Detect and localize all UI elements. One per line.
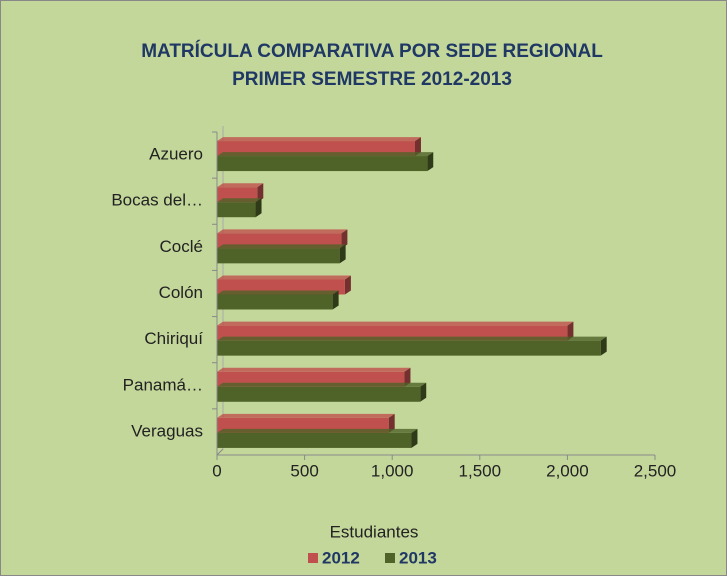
bar-top <box>217 198 262 203</box>
bar-top <box>217 336 607 341</box>
bar-top <box>217 382 427 387</box>
legend-swatch <box>308 553 318 563</box>
bar <box>217 432 412 448</box>
x-tick-label: 0 <box>212 461 221 480</box>
bar-side <box>414 137 421 157</box>
legend-label: 2013 <box>399 548 437 567</box>
bar-top <box>217 413 395 418</box>
y-tick-label: Chiriquí <box>144 329 203 348</box>
bar-top <box>217 321 574 326</box>
bar <box>217 294 333 310</box>
chart-title: MATRÍCULA COMPARATIVA POR SEDE REGIONAL <box>141 40 603 62</box>
bar-top <box>217 183 264 188</box>
bar <box>217 248 340 264</box>
bar-top <box>217 244 346 249</box>
bar-top <box>217 229 348 234</box>
y-tick-label: Azuero <box>149 145 203 164</box>
bar <box>217 156 428 172</box>
legend-label: 2012 <box>322 548 360 567</box>
bar-side <box>388 413 395 433</box>
bar-top <box>217 137 421 142</box>
bar <box>217 340 601 356</box>
x-tick-label: 2,500 <box>634 461 677 480</box>
bar-side <box>420 382 427 402</box>
x-tick-label: 500 <box>290 461 318 480</box>
bar-side <box>257 183 264 203</box>
legend-swatch <box>385 553 395 563</box>
bar <box>217 202 256 218</box>
bar-top <box>217 152 434 157</box>
x-tick-label: 1,500 <box>459 461 502 480</box>
chart-subtitle: PRIMER SEMESTRE 2012-2013 <box>232 69 512 90</box>
bar-side <box>332 290 339 310</box>
bar-side <box>255 198 262 218</box>
x-tick-label: 2,000 <box>546 461 589 480</box>
x-axis-label: Estudiantes <box>330 522 419 541</box>
bar-top <box>217 290 339 295</box>
y-tick-label: Colón <box>159 283 203 302</box>
x-tick-label: 1,000 <box>371 461 414 480</box>
bar-side <box>600 336 607 356</box>
y-tick-label: Coclé <box>160 237 203 256</box>
y-tick-label: Panamá… <box>123 375 203 394</box>
bar-side <box>567 321 574 341</box>
bar-top <box>217 367 411 372</box>
bar-side <box>404 367 411 387</box>
bar-side <box>427 152 434 172</box>
x-axis-depth <box>216 448 224 456</box>
bar <box>217 386 421 402</box>
bar-side <box>344 275 351 295</box>
y-tick-label: Veraguas <box>131 421 203 440</box>
y-tick-label: Bocas del… <box>111 191 203 210</box>
bar-side <box>339 244 346 264</box>
bar-side <box>341 229 348 249</box>
bar-side <box>411 428 418 448</box>
bar-top <box>217 275 351 280</box>
bar-top <box>217 428 418 433</box>
